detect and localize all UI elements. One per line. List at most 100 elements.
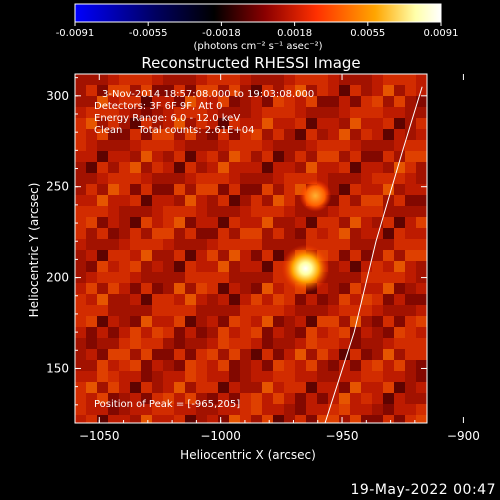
heatmap-cell [273, 107, 284, 118]
heatmap-cell [119, 393, 130, 404]
heatmap-cell [130, 217, 141, 228]
heatmap-cell [163, 228, 174, 239]
heatmap-cell [394, 206, 405, 217]
heatmap-cell [350, 305, 361, 316]
heatmap-cell [273, 349, 284, 360]
heatmap-cell [75, 250, 86, 261]
heatmap-cell [383, 206, 394, 217]
heatmap-cell [251, 404, 262, 415]
heatmap-cell [108, 360, 119, 371]
heatmap-cell [240, 360, 251, 371]
heatmap-cell [394, 360, 405, 371]
heatmap-cell [416, 151, 427, 162]
heatmap-cell [251, 206, 262, 217]
heatmap-cell [152, 74, 163, 85]
heatmap-cell [394, 294, 405, 305]
heatmap-cell [317, 151, 328, 162]
heatmap-cell [163, 217, 174, 228]
heatmap-cell [174, 393, 185, 404]
heatmap-cell [163, 283, 174, 294]
heatmap-cell [295, 74, 306, 85]
heatmap-cell [174, 173, 185, 184]
heatmap-cell [174, 239, 185, 250]
heatmap-cell [163, 250, 174, 261]
heatmap-cell [361, 173, 372, 184]
heatmap-cell [273, 206, 284, 217]
heatmap-cell [163, 151, 174, 162]
heatmap-cell [75, 195, 86, 206]
x-tick-label: −900 [447, 429, 480, 443]
heatmap-cell [284, 338, 295, 349]
heatmap-cell [383, 162, 394, 173]
heatmap-cell [108, 393, 119, 404]
heatmap-cell [328, 393, 339, 404]
heatmap-cell [86, 184, 97, 195]
heatmap-cell [306, 239, 317, 250]
heatmap-cell [152, 173, 163, 184]
heatmap-cell [372, 316, 383, 327]
heatmap-cell [119, 184, 130, 195]
heatmap-cell [185, 162, 196, 173]
heatmap-cell [163, 338, 174, 349]
heatmap-cell [295, 151, 306, 162]
heatmap-cell [196, 118, 207, 129]
heatmap-cell [130, 261, 141, 272]
heatmap-cell [108, 162, 119, 173]
heatmap-cell [163, 184, 174, 195]
heatmap-cell [196, 184, 207, 195]
heatmap-cell [163, 261, 174, 272]
heatmap-cell [251, 272, 262, 283]
heatmap-cell [240, 206, 251, 217]
heatmap-cell [240, 184, 251, 195]
heatmap-cell [141, 283, 152, 294]
heatmap-cell [405, 151, 416, 162]
heatmap-cell [97, 283, 108, 294]
heatmap-cell [207, 173, 218, 184]
heatmap-cell [174, 371, 185, 382]
heatmap-cell [361, 107, 372, 118]
heatmap-cell [328, 404, 339, 415]
heatmap-cell [119, 349, 130, 360]
heatmap-cell [97, 228, 108, 239]
heatmap-cell [306, 151, 317, 162]
heatmap-cell [394, 74, 405, 85]
heatmap-cell [119, 283, 130, 294]
heatmap-cell [350, 239, 361, 250]
heatmap-cell [383, 327, 394, 338]
heatmap-cell [295, 393, 306, 404]
heatmap-cell [383, 250, 394, 261]
heatmap-cell [339, 415, 350, 423]
heatmap-cell [207, 261, 218, 272]
heatmap-cell [339, 371, 350, 382]
heatmap-cell [207, 129, 218, 140]
heatmap-cell [163, 360, 174, 371]
heatmap-cell [97, 107, 108, 118]
heatmap-cell [394, 107, 405, 118]
heatmap-cell [174, 140, 185, 151]
heatmap-cell [229, 228, 240, 239]
heatmap-cell [339, 250, 350, 261]
heatmap-cell [130, 184, 141, 195]
heatmap-cell [328, 272, 339, 283]
heatmap-cell [97, 250, 108, 261]
heatmap-cell [394, 239, 405, 250]
heatmap-cell [185, 360, 196, 371]
heatmap-cell [86, 283, 97, 294]
y-tick-label: 250 [46, 180, 69, 194]
heatmap-cell [185, 283, 196, 294]
heatmap-cell [229, 151, 240, 162]
heatmap-cell [339, 228, 350, 239]
heatmap-cell [119, 316, 130, 327]
heatmap-cell [141, 173, 152, 184]
heatmap-cell [86, 371, 97, 382]
heatmap-cell [229, 360, 240, 371]
heatmap-cell [339, 206, 350, 217]
heatmap-cell [262, 305, 273, 316]
heatmap-cell [108, 404, 119, 415]
heatmap-cell [416, 316, 427, 327]
heatmap-cell [108, 250, 119, 261]
heatmap-cell [130, 151, 141, 162]
heatmap-cell [405, 107, 416, 118]
heatmap-cell [405, 184, 416, 195]
heatmap-cell [108, 261, 119, 272]
